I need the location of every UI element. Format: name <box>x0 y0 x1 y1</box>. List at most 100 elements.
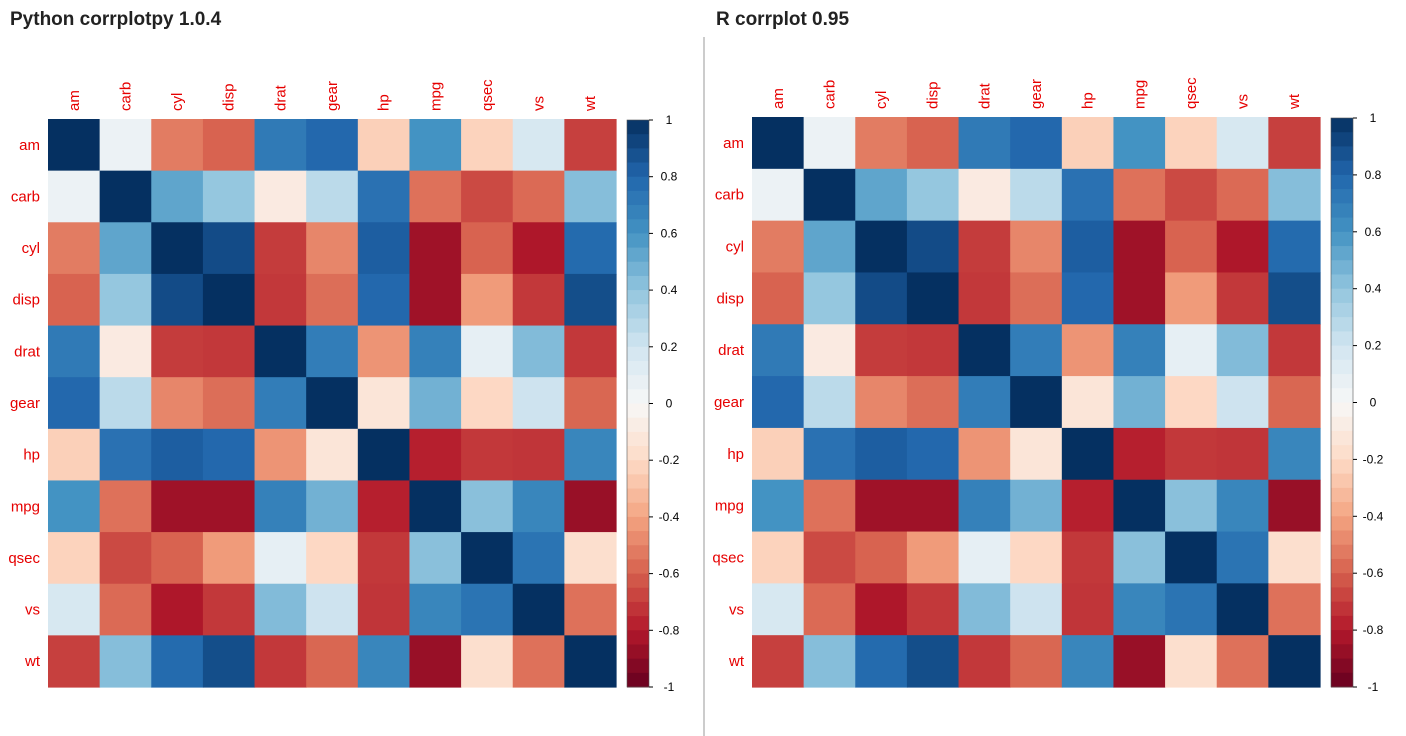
heatmap-cell-drat-gear <box>306 325 359 378</box>
colorbar-segment <box>627 658 649 674</box>
heatmap-cell-qsec-am <box>752 531 805 584</box>
colorbar-segment <box>627 134 649 149</box>
colorbar-segment <box>1331 359 1353 375</box>
heatmap-cell-mpg-carb <box>99 480 152 533</box>
colorbar-segment <box>627 573 649 589</box>
heatmap-cell-carb-am <box>48 170 101 223</box>
column-label-mpg: mpg <box>1131 80 1148 109</box>
colorbar-segment <box>627 148 649 164</box>
heatmap-cell-cyl-drat <box>254 222 307 275</box>
heatmap-cell-drat-disp <box>202 325 256 378</box>
heatmap-cell-wt-qsec <box>1165 635 1218 688</box>
heatmap-cell-gear-qsec <box>461 377 514 430</box>
heatmap-cell-qsec-wt <box>1268 531 1321 584</box>
heatmap-cell-carb-gear <box>1010 168 1063 222</box>
colorbar-segment <box>1331 345 1353 361</box>
colorbar-segment <box>627 360 649 376</box>
column-label-qsec: qsec <box>1183 77 1200 109</box>
colorbar-segment <box>1331 430 1353 446</box>
column-label-cyl: cyl <box>873 91 890 109</box>
heatmap-cell-drat-wt <box>1268 324 1321 377</box>
heatmap-cell-am-hp <box>1061 117 1115 170</box>
heatmap-cell-vs-am <box>48 583 101 636</box>
heatmap-cell-drat-am <box>48 325 101 378</box>
heatmap-cell-qsec-drat <box>254 532 307 585</box>
heatmap-cell-mpg-hp <box>357 480 411 533</box>
colorbar-segment <box>627 644 649 660</box>
heatmap-cell-gear-hp <box>1061 376 1115 429</box>
colorbar-tick-label: 0.8 <box>1365 168 1382 182</box>
column-label-am: am <box>770 88 787 109</box>
colorbar-segment <box>1331 644 1353 660</box>
heatmap-cell-disp-qsec <box>1165 272 1218 325</box>
heatmap-cell-hp-am <box>48 428 101 482</box>
colorbar-tick-label: 1 <box>666 113 673 127</box>
heatmap-cell-gear-drat <box>958 376 1011 429</box>
heatmap-cell-carb-qsec <box>461 170 514 223</box>
column-label-hp: hp <box>376 94 393 111</box>
heatmap-cell-vs-cyl <box>151 583 204 636</box>
heatmap-cell-gear-mpg <box>1113 376 1166 429</box>
row-label-hp: hp <box>727 446 744 463</box>
heatmap-cell-disp-cyl <box>151 273 204 327</box>
heatmap-cell-hp-qsec <box>461 428 514 482</box>
colorbar-segment <box>627 162 649 178</box>
colorbar-segment <box>627 601 649 617</box>
heatmap-cell-am-hp <box>357 119 411 172</box>
heatmap-cell-gear-wt <box>1268 376 1321 429</box>
heatmap-cell-gear-vs <box>512 377 565 430</box>
heatmap-cell-wt-disp <box>202 635 256 688</box>
heatmap-cell-wt-qsec <box>461 635 514 688</box>
colorbar-segment <box>627 375 649 390</box>
column-label-vs: vs <box>1235 94 1252 109</box>
colorbar-segment <box>627 304 649 319</box>
heatmap-cell-wt-cyl <box>855 635 908 688</box>
heatmap-cell-qsec-gear <box>1010 531 1063 584</box>
heatmap-cell-hp-drat <box>958 427 1011 481</box>
heatmap-cell-vs-carb <box>99 583 152 636</box>
heatmap-cell-drat-gear <box>1010 324 1063 377</box>
heatmap-cell-vs-mpg <box>1113 583 1166 636</box>
heatmap-cell-carb-vs <box>512 170 565 223</box>
heatmap-cell-disp-hp <box>1061 272 1115 325</box>
heatmap-cell-hp-gear <box>306 428 359 482</box>
heatmap-cell-cyl-drat <box>958 220 1011 274</box>
colorbar-segment <box>1331 317 1353 332</box>
heatmap-cell-hp-gear <box>1010 427 1063 481</box>
heatmap-cell-wt-vs <box>1216 635 1269 688</box>
heatmap-cell-mpg-cyl <box>151 480 204 533</box>
colorbar-segment <box>627 545 649 560</box>
column-label-cyl: cyl <box>169 93 186 111</box>
heatmap-cell-hp-mpg <box>1113 427 1166 481</box>
heatmap-cell-drat-hp <box>357 325 411 378</box>
heatmap-cell-gear-cyl <box>855 376 908 429</box>
heatmap-cell-carb-vs <box>1216 168 1269 222</box>
heatmap-cell-hp-carb <box>99 428 152 482</box>
colorbar-segment <box>627 332 649 348</box>
heatmap-cell-gear-cyl <box>151 377 204 430</box>
heatmap-cell-drat-carb <box>803 324 856 377</box>
heatmap-cell-gear-am <box>752 376 805 429</box>
heatmap-cell-drat-drat <box>958 324 1011 377</box>
heatmap-cell-qsec-drat <box>958 531 1011 584</box>
colorbar-segment <box>1331 217 1353 233</box>
colorbar-tick-label: -0.2 <box>1363 452 1384 466</box>
row-label-wt: wt <box>728 653 745 670</box>
heatmap-cell-qsec-vs <box>512 532 565 585</box>
r-corrplot-panel: R corrplot 0.95 am carb cyl disp drat gear hp m… <box>706 0 1406 736</box>
heatmap-cell-mpg-vs <box>512 480 565 533</box>
colorbar-segment <box>1331 388 1353 403</box>
heatmap-cell-wt-hp <box>1061 635 1115 688</box>
heatmap-cell-cyl-qsec <box>461 222 514 275</box>
heatmap-cell-mpg-gear <box>306 480 359 533</box>
colorbar-tick-label: -0.8 <box>1363 623 1384 637</box>
colorbar-segment <box>627 516 649 532</box>
colorbar-segment <box>627 389 649 404</box>
colorbar-segment <box>1331 231 1353 247</box>
heatmap-cell-wt-drat <box>254 635 307 688</box>
heatmap-cell-hp-wt <box>1268 427 1321 481</box>
heatmap-cell-qsec-carb <box>99 532 152 585</box>
row-label-mpg: mpg <box>715 498 744 515</box>
heatmap-cell-gear-disp <box>906 376 960 429</box>
colorbar-segment <box>1331 160 1353 176</box>
